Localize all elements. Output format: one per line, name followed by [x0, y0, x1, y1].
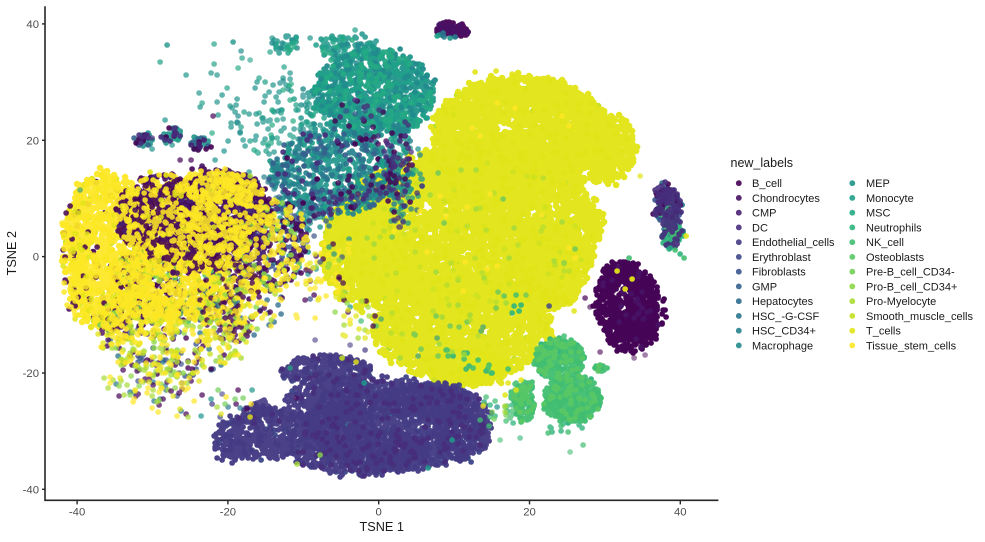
svg-text:MEP: MEP: [866, 178, 890, 190]
svg-text:Pro-Myelocyte: Pro-Myelocyte: [866, 296, 936, 308]
svg-text:DC: DC: [752, 222, 768, 234]
svg-text:Hepatocytes: Hepatocytes: [752, 296, 814, 308]
svg-text:Pre-B_cell_CD34-: Pre-B_cell_CD34-: [866, 267, 955, 279]
svg-text:Chondrocytes: Chondrocytes: [752, 193, 820, 205]
svg-text:Endothelial_cells: Endothelial_cells: [752, 237, 835, 249]
svg-text:Pro-B_cell_CD34+: Pro-B_cell_CD34+: [866, 281, 957, 293]
svg-text:MSC: MSC: [866, 208, 891, 220]
svg-text:CMP: CMP: [752, 208, 776, 220]
svg-text:NK_cell: NK_cell: [866, 237, 904, 249]
svg-text:40: 40: [26, 19, 39, 31]
svg-text:-20: -20: [220, 506, 236, 518]
svg-text:Osteoblasts: Osteoblasts: [866, 252, 925, 264]
svg-text:20: 20: [523, 506, 536, 518]
svg-text:40: 40: [674, 506, 687, 518]
svg-text:Monocyte: Monocyte: [866, 193, 914, 205]
svg-text:Erythroblast: Erythroblast: [752, 252, 811, 264]
svg-text:Tissue_stem_cells: Tissue_stem_cells: [866, 340, 957, 352]
svg-text:GMP: GMP: [752, 281, 777, 293]
svg-text:Smooth_muscle_cells: Smooth_muscle_cells: [866, 311, 973, 323]
svg-text:HSC_CD34+: HSC_CD34+: [752, 326, 816, 338]
svg-text:T_cells: T_cells: [866, 326, 901, 338]
svg-text:20: 20: [26, 135, 39, 147]
svg-text:Fibroblasts: Fibroblasts: [752, 267, 806, 279]
svg-text:HSC_-G-CSF: HSC_-G-CSF: [752, 311, 820, 323]
svg-text:Macrophage: Macrophage: [752, 340, 813, 352]
svg-text:-20: -20: [23, 368, 39, 380]
svg-text:-40: -40: [69, 506, 85, 518]
svg-text:0: 0: [33, 252, 39, 264]
svg-text:new_labels: new_labels: [731, 156, 794, 170]
svg-text:TSNE 2: TSNE 2: [5, 231, 19, 275]
svg-text:Neutrophils: Neutrophils: [866, 222, 922, 234]
svg-text:B_cell: B_cell: [752, 178, 782, 190]
svg-text:TSNE 1: TSNE 1: [359, 520, 403, 534]
svg-text:0: 0: [376, 506, 382, 518]
svg-text:-40: -40: [23, 484, 39, 496]
